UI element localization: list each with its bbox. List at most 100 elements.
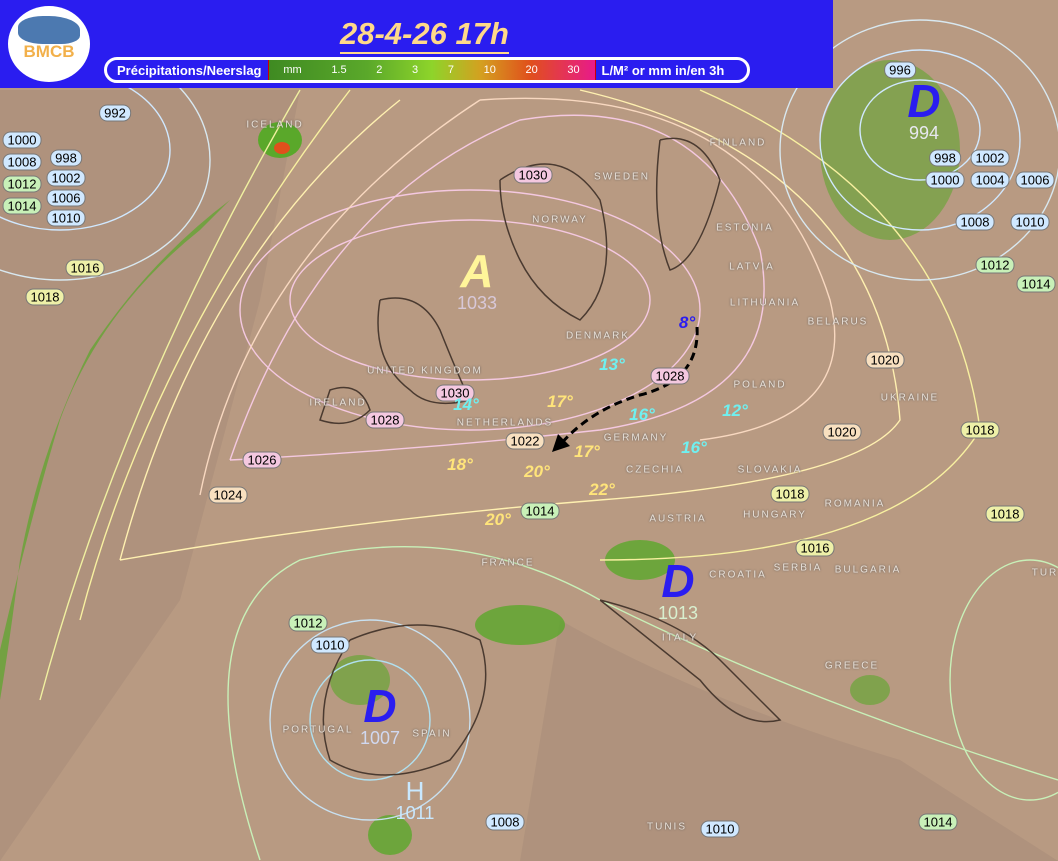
bmcb-logo: BMCB: [8, 6, 90, 82]
isobar-label: 1012: [2, 175, 42, 193]
isobar-label: 1002: [46, 169, 86, 187]
country-name: DENMARK: [565, 330, 631, 342]
temperature-label: 20°: [524, 462, 550, 481]
country-name: BULGARIA: [834, 564, 902, 576]
scale-tick: 10: [483, 64, 496, 76]
pressure-center-value: 994: [908, 123, 940, 143]
logo-text: BMCB: [23, 42, 75, 61]
isobar-label: 1006: [46, 189, 86, 207]
isobar-label: 1000: [925, 171, 965, 189]
arrow-head: [552, 434, 570, 452]
trajectory-arrow: [558, 326, 699, 446]
scale-tick: 2: [376, 64, 383, 76]
isobar-label: 1000: [2, 131, 42, 149]
pressure-center-value: 1011: [395, 803, 435, 823]
country-name: LITHUANIA: [729, 297, 801, 309]
isobar-label: 1028: [650, 367, 690, 385]
country-name: GERMANY: [603, 432, 669, 444]
pressure-center-value: 1013: [657, 603, 699, 623]
country-name: FRANCE: [481, 557, 535, 569]
isobar-label: 1018: [960, 421, 1000, 439]
country-name: ROMANIA: [824, 498, 886, 510]
isobar-label: 1006: [1015, 171, 1055, 189]
isobar-label: 1028: [365, 411, 405, 429]
country-name: LATVIA: [729, 261, 775, 273]
country-name: UNITED KINGDOM: [367, 365, 483, 377]
country-name: BELARUS: [807, 316, 869, 328]
country-name: NETHERLANDS: [456, 417, 554, 429]
isobar-label: 1014: [1016, 275, 1056, 293]
isobar-label: 1008: [485, 813, 525, 831]
isobar-label: 1030: [435, 384, 475, 402]
forecast-time-title: 28-4-26 17h: [340, 16, 509, 54]
country-name: POLAND: [733, 379, 787, 391]
isobar-label: 1002: [970, 149, 1010, 167]
precipitation: [0, 60, 960, 855]
country-name: TUR: [1031, 567, 1058, 579]
pressure-center-low: D 994: [907, 78, 940, 142]
scale-tick: 20: [525, 64, 538, 76]
isobar-label: 1008: [955, 213, 995, 231]
country-name: UKRAINE: [880, 392, 940, 404]
country-name: ESTONIA: [716, 222, 774, 234]
isobar-label: 1020: [822, 423, 862, 441]
scale-tick: 30: [567, 64, 580, 76]
isobar-label: 1018: [25, 288, 65, 306]
temperature-label: 13°: [599, 355, 625, 374]
isobar-label: 1014: [520, 502, 560, 520]
temperature-label: 18°: [447, 455, 473, 474]
pressure-center-low: D 1007: [360, 683, 400, 747]
isobar-label: 1018: [985, 505, 1025, 523]
scale-tick: 3: [412, 64, 419, 76]
isobar-label: 1016: [65, 259, 105, 277]
country-name: CZECHIA: [626, 464, 684, 476]
header-bar: BMCB 28-4-26 17h Précipitations/Neerslag…: [0, 0, 833, 88]
country-name: NORWAY: [532, 214, 588, 226]
country-name: CROATIA: [709, 569, 767, 581]
legend-unit: L/M² or mm in/en 3h: [601, 62, 725, 78]
country-name: SERBIA: [773, 562, 823, 574]
country-name: HUNGARY: [743, 509, 807, 521]
pressure-center-high: A 1033: [457, 248, 497, 312]
pressure-center-letter: D: [907, 75, 941, 127]
country-name: SWEDEN: [594, 171, 650, 183]
isobar-label: 1026: [242, 451, 282, 469]
country-name: AUSTRIA: [649, 513, 707, 525]
isobar-label: 1010: [700, 820, 740, 838]
pressure-center-low: D 1013: [658, 558, 698, 622]
isobar-label: 992: [99, 104, 131, 122]
isobar-label: 1010: [310, 636, 350, 654]
scale-tick: 1.5: [331, 64, 347, 76]
country-name: ICELAND: [246, 119, 304, 131]
temperature-label: 16°: [629, 405, 655, 424]
isobar-label: 996: [884, 61, 916, 79]
coastlines: [319, 137, 782, 776]
pressure-center-letter: D: [363, 680, 397, 732]
temperature-label: 22°: [589, 480, 615, 499]
temperature-label: 20°: [485, 510, 511, 529]
isobar-label: 1018: [770, 485, 810, 503]
pressure-center-letter: A: [460, 245, 494, 297]
isobar-label: 1020: [865, 351, 905, 369]
isobar-label: 1004: [970, 171, 1010, 189]
isobar-label: 1022: [505, 432, 545, 450]
isobar-label: 1008: [2, 153, 42, 171]
country-name: PORTUGAL: [282, 724, 354, 736]
country-name: IRELAND: [309, 397, 367, 409]
isobars: [0, 19, 1058, 861]
temperature-label: 16°: [681, 438, 707, 457]
pressure-center-letter: D: [661, 555, 695, 607]
temperature-label: 12°: [722, 401, 748, 420]
isobar-label: 1014: [918, 813, 958, 831]
country-name: SPAIN: [412, 728, 452, 740]
country-name: SLOVAKIA: [737, 464, 803, 476]
country-name: FINLAND: [709, 137, 767, 149]
isobar-label: 998: [50, 149, 82, 167]
isobar-label: 1016: [795, 539, 835, 557]
isobar-label: 1010: [1010, 213, 1050, 231]
legend-color-scale: mm 1.5 2 3 7 10 20 30: [267, 60, 596, 80]
sea-shading: [0, 90, 1058, 861]
isobar-label: 1030: [513, 166, 553, 184]
isobar-label: 1012: [288, 614, 328, 632]
